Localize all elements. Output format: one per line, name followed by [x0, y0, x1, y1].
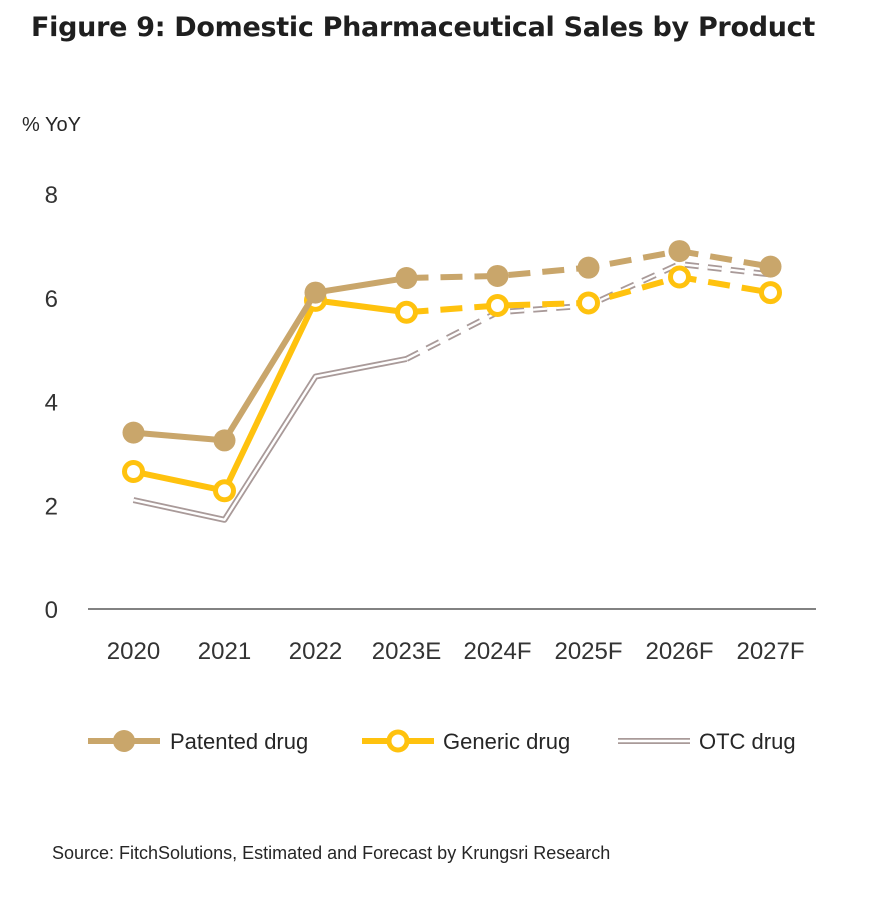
data-point [213, 429, 236, 452]
legend: Patented drug Generic drug OTC drug [88, 729, 796, 754]
series-patented-drug [122, 240, 782, 452]
legend-label: OTC drug [699, 729, 796, 754]
x-tick-label: 2020 [107, 638, 160, 665]
y-axis-ticks: 0 2 4 6 8 [45, 182, 58, 624]
data-point [668, 265, 691, 289]
data-point [577, 291, 600, 315]
series-line-outer [132, 356, 408, 523]
series-generic-drug [122, 265, 782, 503]
y-tick-label: 8 [45, 182, 58, 209]
data-point [395, 267, 418, 290]
y-tick-label: 6 [45, 286, 58, 313]
x-tick-label: 2022 [289, 638, 342, 665]
source-note: Source: FitchSolutions, Estimated and Fo… [52, 843, 611, 863]
data-point [759, 255, 782, 278]
data-point [668, 240, 691, 263]
legend-swatch-marker [386, 729, 410, 753]
y-tick-label: 2 [45, 493, 58, 520]
series-layer [122, 240, 782, 523]
x-axis-ticks: 2020 2021 2022 2023E 2024F 2025F 2026F 2027F [107, 638, 805, 665]
series-line-inner [133, 357, 407, 521]
data-point [213, 479, 236, 503]
y-tick-label: 4 [45, 390, 58, 417]
x-tick-label: 2021 [198, 638, 251, 665]
legend-item: Generic drug [362, 729, 570, 754]
legend-item: Patented drug [88, 729, 308, 754]
x-tick-label: 2025F [554, 638, 622, 665]
x-tick-label: 2023E [372, 638, 441, 665]
chart-title: Figure 9: Domestic Pharmaceutical Sales … [31, 12, 815, 43]
data-point [759, 281, 782, 305]
legend-label: Generic drug [443, 729, 570, 754]
x-tick-label: 2027F [736, 638, 804, 665]
data-point [486, 294, 509, 318]
data-point [122, 460, 145, 484]
y-axis-unit-label: % YoY [22, 114, 81, 136]
data-point [304, 281, 327, 304]
data-point [486, 264, 509, 287]
x-tick-label: 2024F [463, 638, 531, 665]
data-point [122, 421, 145, 444]
y-tick-label: 0 [45, 597, 58, 624]
series-line [132, 297, 407, 494]
legend-label: Patented drug [170, 729, 308, 754]
data-point [577, 256, 600, 279]
legend-item: OTC drug [618, 729, 796, 754]
x-tick-label: 2026F [645, 638, 713, 665]
legend-swatch-marker [113, 730, 135, 752]
data-point [395, 300, 418, 324]
series-line [133, 275, 407, 444]
